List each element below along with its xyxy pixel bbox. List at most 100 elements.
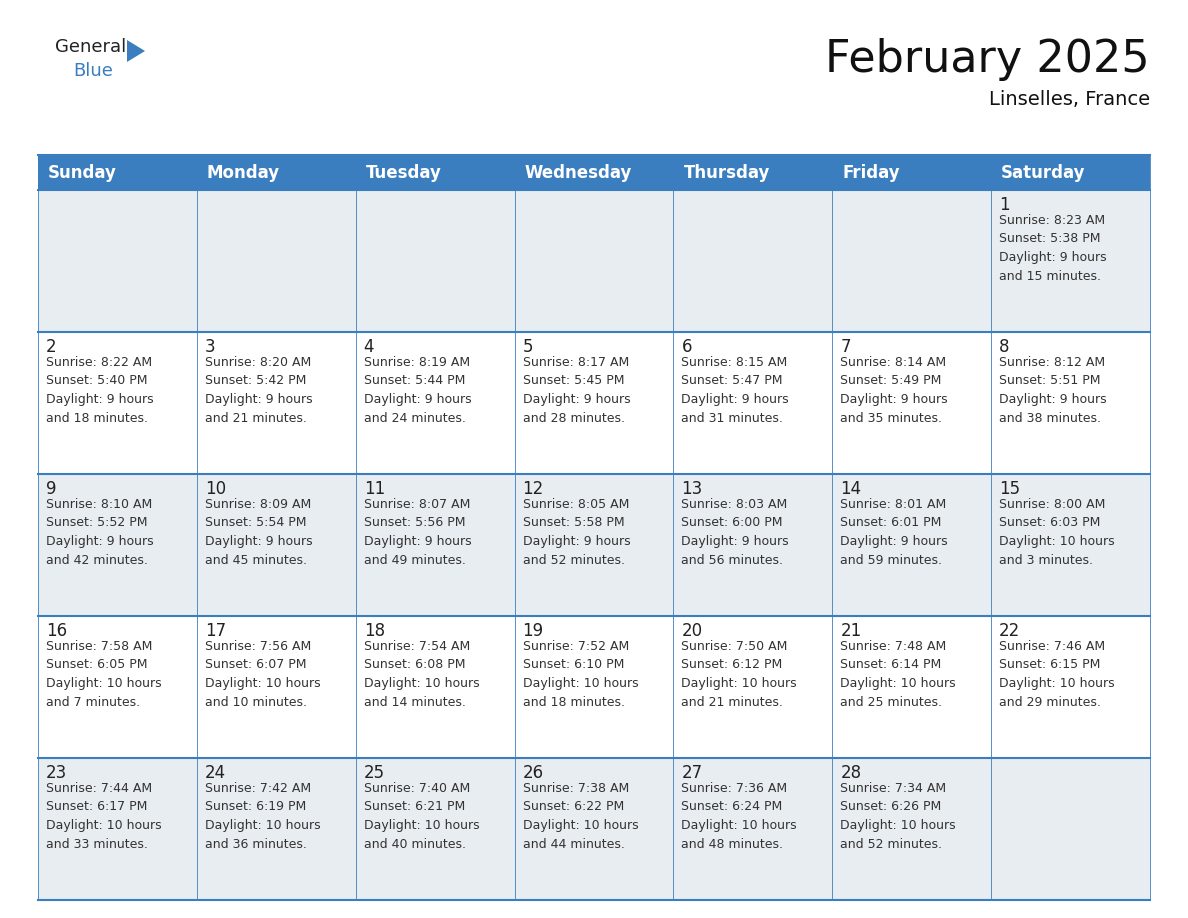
Text: 24: 24 <box>204 764 226 782</box>
Text: 11: 11 <box>364 480 385 498</box>
Text: Thursday: Thursday <box>683 163 770 182</box>
Text: 18: 18 <box>364 622 385 640</box>
Text: 9: 9 <box>46 480 57 498</box>
Bar <box>833 616 991 758</box>
Text: 3: 3 <box>204 338 215 356</box>
Text: Sunrise: 8:09 AM
Sunset: 5:54 PM
Daylight: 9 hours
and 45 minutes.: Sunrise: 8:09 AM Sunset: 5:54 PM Dayligh… <box>204 498 312 566</box>
Text: 14: 14 <box>840 480 861 498</box>
Bar <box>355 616 514 758</box>
Bar <box>355 190 514 332</box>
Text: 2: 2 <box>46 338 57 356</box>
Text: Sunrise: 8:12 AM
Sunset: 5:51 PM
Daylight: 9 hours
and 38 minutes.: Sunrise: 8:12 AM Sunset: 5:51 PM Dayligh… <box>999 356 1107 424</box>
Bar <box>674 190 833 332</box>
Text: Sunrise: 8:20 AM
Sunset: 5:42 PM
Daylight: 9 hours
and 21 minutes.: Sunrise: 8:20 AM Sunset: 5:42 PM Dayligh… <box>204 356 312 424</box>
Text: Tuesday: Tuesday <box>366 163 442 182</box>
Text: Saturday: Saturday <box>1001 163 1086 182</box>
Text: Friday: Friday <box>842 163 901 182</box>
Text: Sunrise: 8:03 AM
Sunset: 6:00 PM
Daylight: 9 hours
and 56 minutes.: Sunrise: 8:03 AM Sunset: 6:00 PM Dayligh… <box>682 498 789 566</box>
Bar <box>38 474 197 616</box>
Text: Blue: Blue <box>72 62 113 80</box>
Text: 13: 13 <box>682 480 702 498</box>
Bar <box>514 616 674 758</box>
Text: Sunrise: 8:15 AM
Sunset: 5:47 PM
Daylight: 9 hours
and 31 minutes.: Sunrise: 8:15 AM Sunset: 5:47 PM Dayligh… <box>682 356 789 424</box>
Bar <box>355 332 514 474</box>
Bar <box>991 332 1150 474</box>
Text: 5: 5 <box>523 338 533 356</box>
Bar <box>514 155 674 190</box>
Bar <box>674 616 833 758</box>
Bar <box>674 474 833 616</box>
Text: Sunrise: 7:50 AM
Sunset: 6:12 PM
Daylight: 10 hours
and 21 minutes.: Sunrise: 7:50 AM Sunset: 6:12 PM Dayligh… <box>682 640 797 709</box>
Bar <box>197 616 355 758</box>
Bar <box>674 332 833 474</box>
Bar <box>833 190 991 332</box>
Text: General: General <box>55 38 126 56</box>
Text: Sunrise: 7:42 AM
Sunset: 6:19 PM
Daylight: 10 hours
and 36 minutes.: Sunrise: 7:42 AM Sunset: 6:19 PM Dayligh… <box>204 782 321 850</box>
Bar <box>514 190 674 332</box>
Text: Sunrise: 8:14 AM
Sunset: 5:49 PM
Daylight: 9 hours
and 35 minutes.: Sunrise: 8:14 AM Sunset: 5:49 PM Dayligh… <box>840 356 948 424</box>
Text: 23: 23 <box>46 764 68 782</box>
Text: Sunrise: 8:10 AM
Sunset: 5:52 PM
Daylight: 9 hours
and 42 minutes.: Sunrise: 8:10 AM Sunset: 5:52 PM Dayligh… <box>46 498 153 566</box>
Text: February 2025: February 2025 <box>826 38 1150 81</box>
Text: 22: 22 <box>999 622 1020 640</box>
Text: Linselles, France: Linselles, France <box>988 90 1150 109</box>
Bar <box>991 474 1150 616</box>
Text: Sunrise: 7:38 AM
Sunset: 6:22 PM
Daylight: 10 hours
and 44 minutes.: Sunrise: 7:38 AM Sunset: 6:22 PM Dayligh… <box>523 782 638 850</box>
Bar <box>38 758 197 900</box>
Bar <box>197 474 355 616</box>
Bar <box>833 155 991 190</box>
Text: Sunrise: 7:54 AM
Sunset: 6:08 PM
Daylight: 10 hours
and 14 minutes.: Sunrise: 7:54 AM Sunset: 6:08 PM Dayligh… <box>364 640 479 709</box>
Text: 1: 1 <box>999 196 1010 214</box>
Text: Sunrise: 8:00 AM
Sunset: 6:03 PM
Daylight: 10 hours
and 3 minutes.: Sunrise: 8:00 AM Sunset: 6:03 PM Dayligh… <box>999 498 1114 566</box>
Text: 19: 19 <box>523 622 544 640</box>
Bar <box>991 616 1150 758</box>
Bar <box>674 758 833 900</box>
Bar <box>674 155 833 190</box>
Bar <box>38 332 197 474</box>
Text: Sunrise: 7:40 AM
Sunset: 6:21 PM
Daylight: 10 hours
and 40 minutes.: Sunrise: 7:40 AM Sunset: 6:21 PM Dayligh… <box>364 782 479 850</box>
Bar <box>38 190 197 332</box>
Text: 16: 16 <box>46 622 68 640</box>
Text: Sunrise: 7:56 AM
Sunset: 6:07 PM
Daylight: 10 hours
and 10 minutes.: Sunrise: 7:56 AM Sunset: 6:07 PM Dayligh… <box>204 640 321 709</box>
Text: Sunrise: 7:58 AM
Sunset: 6:05 PM
Daylight: 10 hours
and 7 minutes.: Sunrise: 7:58 AM Sunset: 6:05 PM Dayligh… <box>46 640 162 709</box>
Bar <box>197 190 355 332</box>
Text: 25: 25 <box>364 764 385 782</box>
Bar <box>991 758 1150 900</box>
Polygon shape <box>127 40 145 62</box>
Bar <box>833 332 991 474</box>
Text: Sunrise: 8:01 AM
Sunset: 6:01 PM
Daylight: 9 hours
and 59 minutes.: Sunrise: 8:01 AM Sunset: 6:01 PM Dayligh… <box>840 498 948 566</box>
Text: Sunrise: 7:44 AM
Sunset: 6:17 PM
Daylight: 10 hours
and 33 minutes.: Sunrise: 7:44 AM Sunset: 6:17 PM Dayligh… <box>46 782 162 850</box>
Text: Sunrise: 8:23 AM
Sunset: 5:38 PM
Daylight: 9 hours
and 15 minutes.: Sunrise: 8:23 AM Sunset: 5:38 PM Dayligh… <box>999 214 1107 283</box>
Bar <box>355 155 514 190</box>
Bar <box>197 155 355 190</box>
Text: Sunday: Sunday <box>48 163 116 182</box>
Text: Monday: Monday <box>207 163 280 182</box>
Bar <box>514 474 674 616</box>
Text: 10: 10 <box>204 480 226 498</box>
Bar <box>514 332 674 474</box>
Bar <box>833 474 991 616</box>
Bar <box>38 155 197 190</box>
Text: 15: 15 <box>999 480 1020 498</box>
Text: Sunrise: 8:07 AM
Sunset: 5:56 PM
Daylight: 9 hours
and 49 minutes.: Sunrise: 8:07 AM Sunset: 5:56 PM Dayligh… <box>364 498 472 566</box>
Text: 21: 21 <box>840 622 861 640</box>
Bar <box>355 474 514 616</box>
Text: Sunrise: 8:17 AM
Sunset: 5:45 PM
Daylight: 9 hours
and 28 minutes.: Sunrise: 8:17 AM Sunset: 5:45 PM Dayligh… <box>523 356 630 424</box>
Bar <box>355 758 514 900</box>
Bar <box>38 616 197 758</box>
Text: Sunrise: 8:22 AM
Sunset: 5:40 PM
Daylight: 9 hours
and 18 minutes.: Sunrise: 8:22 AM Sunset: 5:40 PM Dayligh… <box>46 356 153 424</box>
Text: Sunrise: 7:46 AM
Sunset: 6:15 PM
Daylight: 10 hours
and 29 minutes.: Sunrise: 7:46 AM Sunset: 6:15 PM Dayligh… <box>999 640 1114 709</box>
Text: 12: 12 <box>523 480 544 498</box>
Text: 27: 27 <box>682 764 702 782</box>
Text: 17: 17 <box>204 622 226 640</box>
Text: 26: 26 <box>523 764 544 782</box>
Text: Sunrise: 7:52 AM
Sunset: 6:10 PM
Daylight: 10 hours
and 18 minutes.: Sunrise: 7:52 AM Sunset: 6:10 PM Dayligh… <box>523 640 638 709</box>
Bar <box>991 190 1150 332</box>
Text: Sunrise: 7:36 AM
Sunset: 6:24 PM
Daylight: 10 hours
and 48 minutes.: Sunrise: 7:36 AM Sunset: 6:24 PM Dayligh… <box>682 782 797 850</box>
Bar <box>197 758 355 900</box>
Text: Sunrise: 7:48 AM
Sunset: 6:14 PM
Daylight: 10 hours
and 25 minutes.: Sunrise: 7:48 AM Sunset: 6:14 PM Dayligh… <box>840 640 956 709</box>
Text: 7: 7 <box>840 338 851 356</box>
Text: 8: 8 <box>999 338 1010 356</box>
Text: 28: 28 <box>840 764 861 782</box>
Bar <box>991 155 1150 190</box>
